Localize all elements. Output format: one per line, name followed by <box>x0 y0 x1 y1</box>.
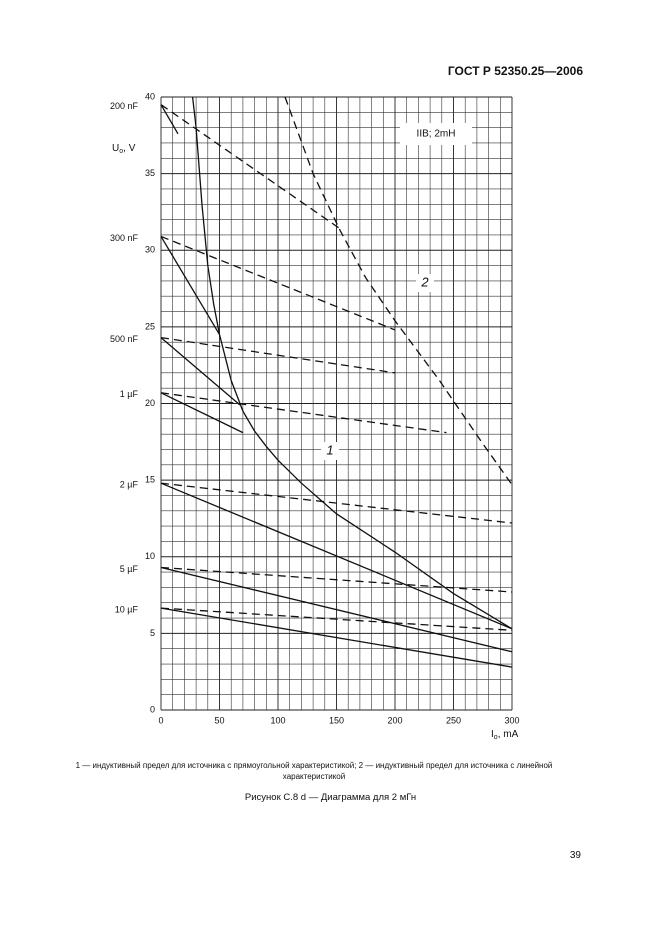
capacitance-label: 2 µF <box>120 480 139 490</box>
y-tick-label: 20 <box>145 398 155 408</box>
series-line <box>160 337 241 406</box>
series-line <box>160 104 179 135</box>
y-tick-label: 10 <box>145 551 155 561</box>
y-axis-label: Uo, V <box>112 143 136 155</box>
curve-label: 2 <box>420 274 429 289</box>
series-line <box>191 96 513 630</box>
series-line <box>160 482 513 630</box>
series-line <box>160 235 396 331</box>
y-tick-label: 35 <box>145 168 155 178</box>
figure-caption: Рисунок С.8 d — Диаграмма для 2 мГн <box>244 792 417 803</box>
series-line <box>160 336 396 374</box>
x-tick-label: 250 <box>446 715 461 725</box>
page-number: 39 <box>569 850 581 861</box>
x-axis-label-main: I <box>491 729 494 740</box>
x-tick-label: 0 <box>158 715 163 725</box>
curve-label-bg <box>416 274 434 292</box>
y-tick-label: 0 <box>150 704 155 714</box>
x-tick-label: 50 <box>214 715 224 725</box>
y-axis-label-sub: o <box>119 148 123 155</box>
capacitance-label: 500 nF <box>110 334 139 344</box>
capacitance-label: 5 µF <box>120 564 139 574</box>
series-line <box>160 392 244 434</box>
capacitance-label: 300 nF <box>110 233 139 243</box>
capacitance-label: 200 nF <box>110 101 139 111</box>
y-axis-label-rest: , V <box>123 143 136 154</box>
x-tick-label: 300 <box>504 715 519 725</box>
y-tick-label: 25 <box>145 321 155 331</box>
y-tick-label: 5 <box>150 628 155 638</box>
box-label-bg <box>400 123 472 145</box>
series-line <box>160 236 221 335</box>
header: ГОСТ Р 52350.25—2006 <box>447 64 583 78</box>
series-line <box>160 566 513 593</box>
series-line <box>284 96 513 486</box>
x-axis-label-sub: o <box>494 734 498 741</box>
x-axis-label: Io, mA <box>491 729 519 741</box>
y-tick-label: 15 <box>145 475 155 485</box>
x-tick-label: 100 <box>270 715 285 725</box>
series-line <box>160 482 513 524</box>
capacitance-label: 1 µF <box>120 389 139 399</box>
box-label: IIB; 2mH <box>417 129 456 140</box>
y-axis-label-main: U <box>112 143 119 154</box>
series-line <box>160 566 513 653</box>
figure-note: 1 — индуктивный предел для источника с п… <box>75 761 553 781</box>
x-tick-label: 150 <box>329 715 344 725</box>
x-tick-label: 200 <box>387 715 402 725</box>
x-axis-label-rest: , mA <box>498 729 519 740</box>
series-line <box>160 104 343 231</box>
series-line <box>160 392 447 434</box>
y-tick-label: 30 <box>145 245 155 255</box>
curve-label: 1 <box>326 442 333 457</box>
series-line <box>160 607 513 631</box>
y-tick-label: 40 <box>145 91 155 101</box>
series-line <box>160 607 513 668</box>
curve-label-bg <box>321 442 339 460</box>
capacitance-label: 10 µF <box>115 604 139 614</box>
